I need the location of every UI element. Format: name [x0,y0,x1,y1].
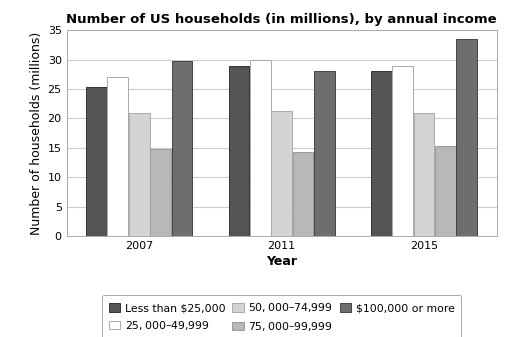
Bar [150,149,171,236]
Bar [371,71,392,236]
Y-axis label: Number of households (millions): Number of households (millions) [30,31,44,235]
Bar [414,113,434,236]
Bar [435,146,456,236]
Bar [86,87,107,236]
Legend: Less than $25,000, $25,000–$49,999, $50,000–$74,999, $75,000–$99,999, $100,000 o: Less than $25,000, $25,000–$49,999, $50,… [102,295,461,337]
Bar [271,112,292,236]
Bar [250,60,271,236]
Bar [292,153,313,236]
Bar [228,66,249,236]
Bar [129,113,150,236]
Bar [172,61,193,236]
X-axis label: Year: Year [266,255,297,268]
Bar [108,77,128,236]
Bar [456,39,477,236]
Bar [314,71,335,236]
Title: Number of US households (in millions), by annual income: Number of US households (in millions), b… [66,13,497,26]
Bar [392,66,413,236]
